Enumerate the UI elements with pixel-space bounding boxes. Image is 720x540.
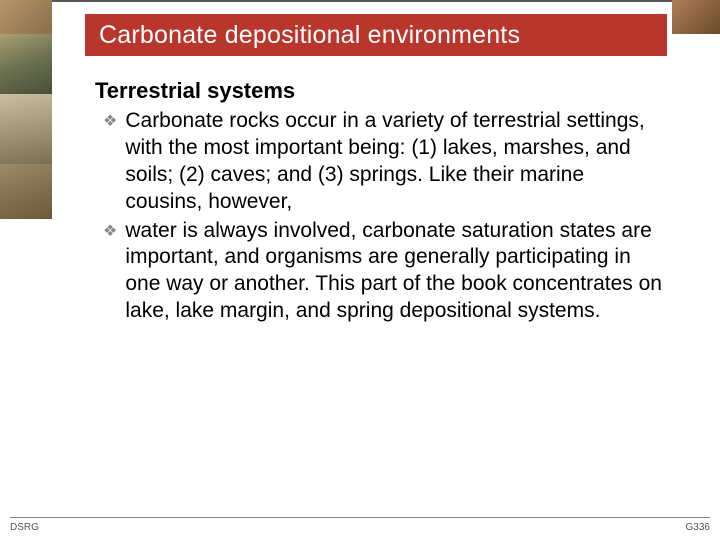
section-heading: Terrestrial systems bbox=[95, 78, 665, 104]
header-rule bbox=[52, 0, 672, 2]
slide-title: Carbonate depositional environments bbox=[99, 21, 520, 50]
side-thumbnail-1 bbox=[0, 34, 52, 94]
side-thumbnail-2 bbox=[0, 94, 52, 164]
header-thumbnail-top bbox=[0, 0, 52, 34]
content-area: Terrestrial systems ❖ Carbonate rocks oc… bbox=[95, 78, 665, 327]
footer-left-text: DSRG bbox=[10, 522, 39, 533]
bullet-text: water is always involved, carbonate satu… bbox=[125, 218, 665, 326]
side-image-strip bbox=[0, 34, 52, 214]
title-bar: Carbonate depositional environments bbox=[85, 14, 667, 56]
bullet-item: ❖ water is always involved, carbonate sa… bbox=[95, 218, 665, 326]
header-thumbnail-right bbox=[672, 0, 720, 34]
footer: DSRG G336 bbox=[10, 517, 710, 522]
header-region: Carbonate depositional environments bbox=[0, 0, 720, 68]
bullet-marker-icon: ❖ bbox=[103, 218, 117, 246]
footer-right-text: G336 bbox=[686, 522, 710, 533]
bullet-marker-icon: ❖ bbox=[103, 108, 117, 136]
bullet-text: Carbonate rocks occur in a variety of te… bbox=[125, 108, 665, 216]
side-thumbnail-3 bbox=[0, 164, 52, 219]
bullet-item: ❖ Carbonate rocks occur in a variety of … bbox=[95, 108, 665, 216]
footer-rule bbox=[10, 517, 710, 518]
